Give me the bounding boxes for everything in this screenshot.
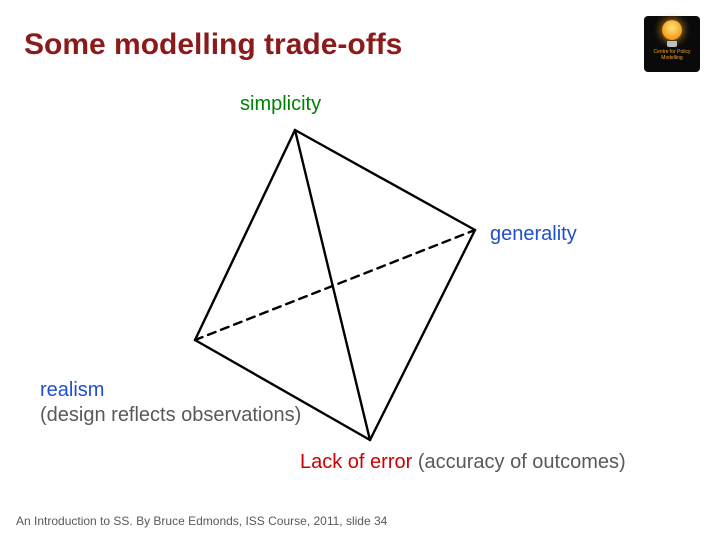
edge-generality-lack_of_error: [370, 230, 475, 440]
slide-footer: An Introduction to SS. By Bruce Edmonds,…: [16, 514, 387, 528]
label-simplicity: simplicity: [240, 92, 321, 117]
label-lack-of-error: Lack of error (accuracy of outcomes): [300, 450, 626, 475]
label-realism-main: realism: [40, 379, 104, 401]
label-loe-sub: (accuracy of outcomes): [412, 451, 625, 473]
edge-simplicity-realism: [195, 130, 295, 340]
edge-realism-generality: [195, 230, 475, 340]
label-generality-text: generality: [490, 223, 577, 245]
label-loe-main: Lack of error: [300, 451, 412, 473]
edge-simplicity-generality: [295, 130, 475, 230]
label-realism: realism (design reflects observations): [40, 378, 301, 428]
label-realism-sub: (design reflects observations): [40, 404, 301, 426]
label-simplicity-text: simplicity: [240, 93, 321, 115]
label-generality: generality: [490, 222, 577, 247]
